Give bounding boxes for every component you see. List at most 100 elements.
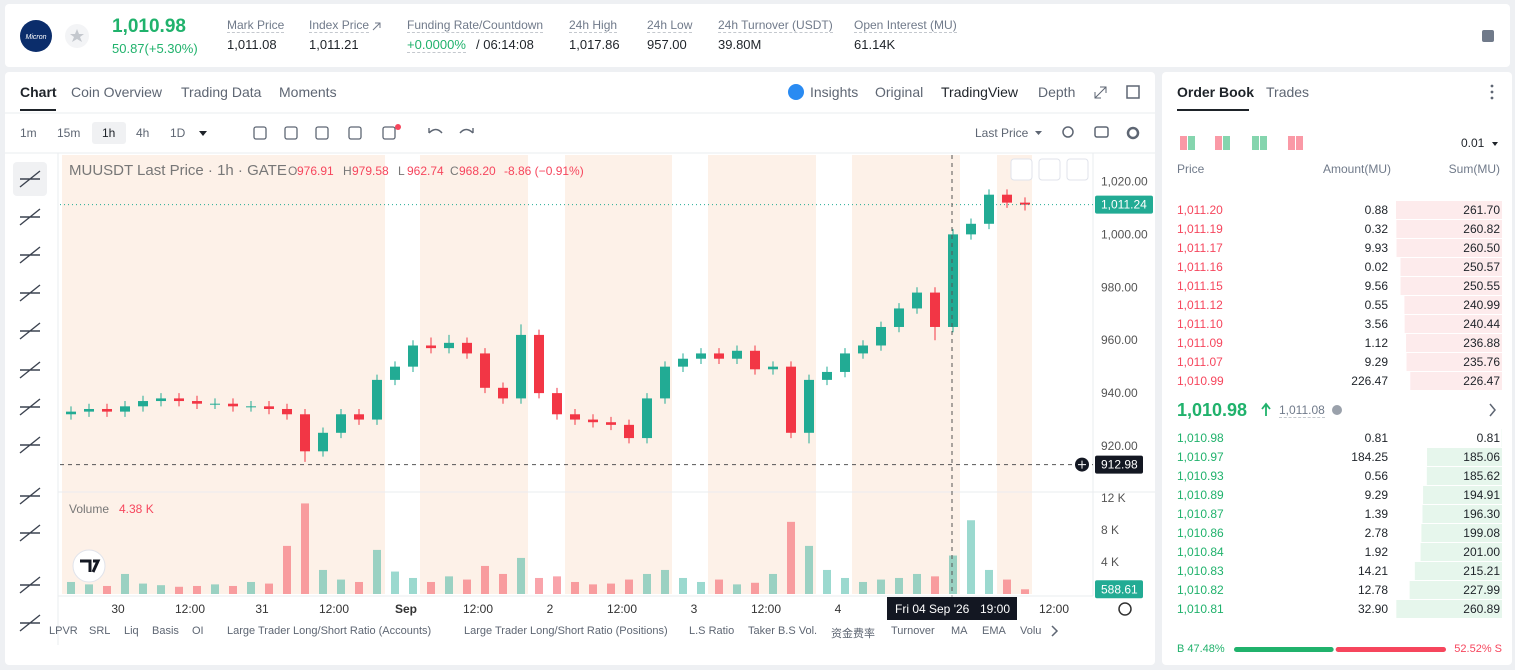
ob-mid-price: 1,010.98 bbox=[1177, 400, 1248, 420]
indicator[interactable]: Basis bbox=[152, 625, 179, 637]
chart-panel bbox=[5, 72, 1155, 665]
ob-sum: 194.91 bbox=[1463, 488, 1500, 502]
stat-label: 24h Turnover (USDT) bbox=[718, 18, 833, 33]
ohlc-key: L bbox=[398, 164, 405, 178]
ob-sum: 201.00 bbox=[1463, 545, 1500, 559]
indicator[interactable]: SRL bbox=[89, 625, 111, 637]
ob-col: Price bbox=[1177, 162, 1205, 176]
indicator[interactable]: MA bbox=[951, 625, 968, 637]
stat-value: 1,011.08 bbox=[227, 37, 277, 52]
ob-sum: 240.99 bbox=[1463, 298, 1500, 312]
view-tab[interactable]: Insights bbox=[810, 84, 859, 100]
stat-value: 957.00 bbox=[647, 37, 687, 52]
ob-price[interactable]: 1,010.93 bbox=[1177, 469, 1224, 483]
stat-label: 24h High bbox=[569, 18, 618, 33]
stat-value: / 06:14:08 bbox=[476, 37, 534, 52]
ob-sum: 260.50 bbox=[1463, 241, 1500, 255]
ob-tab[interactable]: Trades bbox=[1266, 84, 1310, 100]
ob-price[interactable]: 1,010.83 bbox=[1177, 564, 1224, 578]
view-tab[interactable]: Depth bbox=[1038, 84, 1076, 100]
indicator[interactable]: Turnover bbox=[891, 625, 935, 637]
indicator[interactable]: EMA bbox=[982, 625, 1006, 637]
ob-amount: 9.56 bbox=[1364, 279, 1388, 293]
stat-label: Funding Rate/Countdown bbox=[407, 18, 544, 33]
ohlc-value: 968.20 bbox=[459, 164, 496, 178]
indicator[interactable]: Large Trader Long/Short Ratio (Positions… bbox=[464, 625, 668, 637]
ob-amount: 0.88 bbox=[1364, 203, 1388, 217]
indicator[interactable]: Large Trader Long/Short Ratio (Accounts) bbox=[227, 625, 432, 637]
interval[interactable]: 1D bbox=[170, 126, 186, 140]
ob-price[interactable]: 1,011.17 bbox=[1177, 241, 1223, 255]
ob-price[interactable]: 1,010.89 bbox=[1177, 488, 1224, 502]
ob-tab[interactable]: Order Book bbox=[1177, 84, 1255, 100]
ohlc-key: H bbox=[343, 164, 352, 178]
ohlc-change: -8.86 (−0.91%) bbox=[504, 164, 584, 178]
last-price: 1,010.98 bbox=[112, 16, 186, 37]
indicator[interactable]: OI bbox=[192, 625, 204, 637]
tab[interactable]: Chart bbox=[20, 84, 57, 100]
ob-price[interactable]: 1,011.09 bbox=[1177, 336, 1223, 350]
interval[interactable]: 4h bbox=[136, 126, 150, 140]
ob-price[interactable]: 1,010.97 bbox=[1177, 450, 1224, 464]
indicator[interactable]: 资金费率 bbox=[831, 628, 875, 640]
tab[interactable]: Trading Data bbox=[181, 84, 262, 100]
ob-price[interactable]: 1,010.81 bbox=[1177, 602, 1224, 616]
ob-mark-price: 1,011.08 bbox=[1279, 403, 1325, 418]
stat-value: 61.14K bbox=[854, 37, 896, 52]
ob-price[interactable]: 1,011.19 bbox=[1177, 222, 1223, 236]
ob-sum: 250.57 bbox=[1463, 260, 1500, 274]
indicator[interactable]: LPVR bbox=[49, 625, 78, 637]
stat-label: Index Price bbox=[309, 18, 370, 33]
ob-price[interactable]: 1,010.87 bbox=[1177, 507, 1224, 521]
stat-label: 24h Low bbox=[647, 18, 693, 33]
ob-sum: 235.76 bbox=[1463, 355, 1500, 369]
interval[interactable]: 15m bbox=[57, 126, 81, 140]
indicator[interactable]: L.S Ratio bbox=[689, 625, 735, 637]
ob-amount: 0.55 bbox=[1364, 298, 1388, 312]
ob-amount: 0.56 bbox=[1364, 469, 1388, 483]
ob-price[interactable]: 1,010.98 bbox=[1177, 431, 1224, 445]
ob-price[interactable]: 1,010.99 bbox=[1177, 374, 1224, 388]
stat-label: Mark Price bbox=[227, 18, 285, 33]
sell-ratio: 52.52% S bbox=[1454, 643, 1502, 655]
interval[interactable]: 1h bbox=[102, 126, 116, 140]
stat-value: 1,011.21 bbox=[309, 37, 359, 52]
interval[interactable]: 1m bbox=[20, 126, 37, 140]
ohlc-value: 962.74 bbox=[407, 164, 444, 178]
chart-symbol: MUUSDT Last Price · 1h · GATE bbox=[69, 162, 287, 179]
ohlc-value: 979.58 bbox=[352, 164, 389, 178]
ob-amount: 9.93 bbox=[1364, 241, 1388, 255]
ob-price[interactable]: 1,010.86 bbox=[1177, 526, 1224, 540]
indicator[interactable]: Volu bbox=[1020, 625, 1042, 637]
ob-price[interactable]: 1,011.10 bbox=[1177, 317, 1223, 331]
tab[interactable]: Moments bbox=[279, 84, 337, 100]
ob-price[interactable]: 1,011.12 bbox=[1177, 298, 1223, 312]
price-source[interactable]: Last Price bbox=[975, 126, 1029, 140]
ob-amount: 0.02 bbox=[1364, 260, 1388, 274]
ob-sum: 260.89 bbox=[1463, 602, 1500, 616]
price-change: 50.87(+5.30%) bbox=[112, 41, 198, 56]
ob-sum: 185.62 bbox=[1463, 469, 1500, 483]
view-tab[interactable]: TradingView bbox=[941, 84, 1019, 100]
ob-amount: 14.21 bbox=[1357, 564, 1388, 578]
ob-price[interactable]: 1,011.16 bbox=[1177, 260, 1223, 274]
ob-price[interactable]: 1,010.84 bbox=[1177, 545, 1224, 559]
tab[interactable]: Coin Overview bbox=[71, 84, 163, 100]
indicator[interactable]: Liq bbox=[124, 625, 139, 637]
ob-sum: 185.06 bbox=[1463, 450, 1500, 464]
ob-amount: 3.56 bbox=[1364, 317, 1388, 331]
ohlc-value: 976.91 bbox=[297, 164, 334, 178]
ob-price[interactable]: 1,011.15 bbox=[1177, 279, 1223, 293]
ob-price[interactable]: 1,011.07 bbox=[1177, 355, 1223, 369]
ob-sum: 260.82 bbox=[1463, 222, 1500, 236]
ob-sum: 240.44 bbox=[1463, 317, 1500, 331]
ob-step[interactable]: 0.01 bbox=[1461, 136, 1485, 150]
ob-price[interactable]: 1,010.82 bbox=[1177, 583, 1224, 597]
ob-sum: 199.08 bbox=[1463, 526, 1500, 540]
view-tab[interactable]: Original bbox=[875, 84, 924, 100]
ob-amount: 1.92 bbox=[1364, 545, 1388, 559]
ob-price[interactable]: 1,011.20 bbox=[1177, 203, 1223, 217]
indicator[interactable]: Taker B.S Vol. bbox=[748, 625, 818, 637]
ob-sum: 236.88 bbox=[1463, 336, 1500, 350]
